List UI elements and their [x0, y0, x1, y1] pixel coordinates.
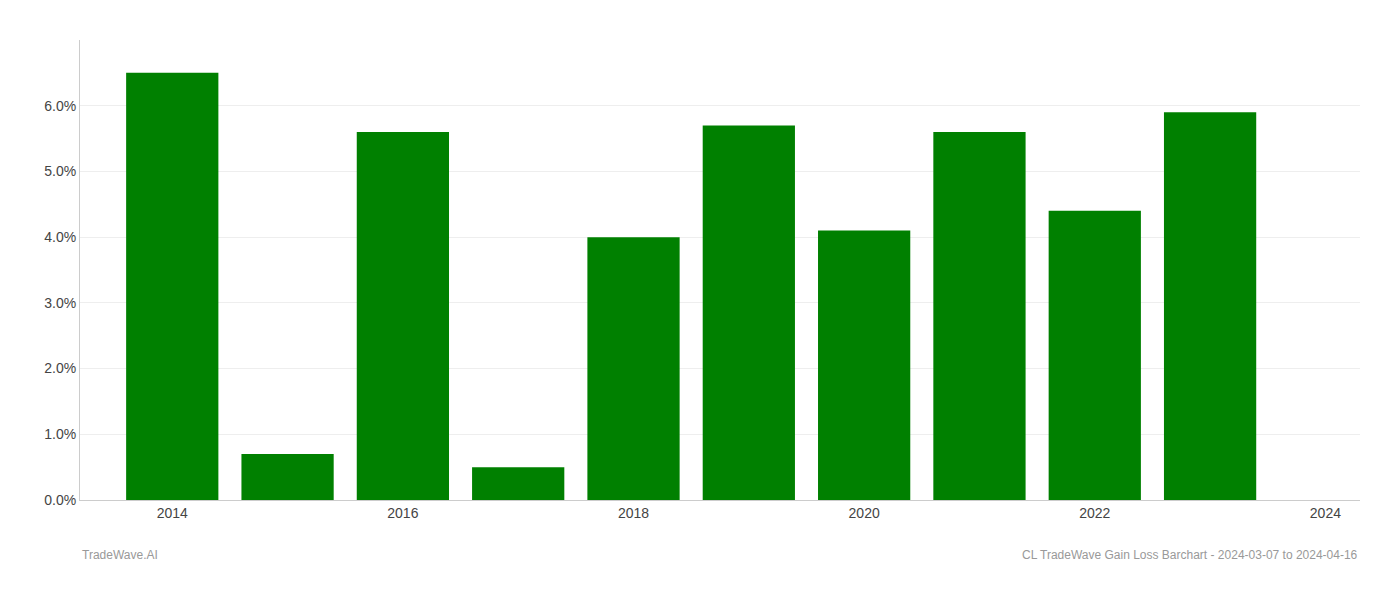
svg-text:2018: 2018: [618, 505, 649, 521]
svg-text:5.0%: 5.0%: [44, 163, 76, 179]
svg-text:2014: 2014: [157, 505, 188, 521]
svg-text:6.0%: 6.0%: [44, 98, 76, 114]
svg-text:4.0%: 4.0%: [44, 229, 76, 245]
svg-text:CL TradeWave Gain Loss Barchar: CL TradeWave Gain Loss Barchart - 2024-0…: [1022, 548, 1358, 562]
svg-text:2016: 2016: [387, 505, 418, 521]
svg-text:1.0%: 1.0%: [44, 426, 76, 442]
svg-text:2022: 2022: [1079, 505, 1110, 521]
svg-text:2024: 2024: [1310, 505, 1341, 521]
svg-text:2020: 2020: [849, 505, 880, 521]
svg-text:TradeWave.AI: TradeWave.AI: [82, 548, 158, 562]
svg-text:3.0%: 3.0%: [44, 295, 76, 311]
svg-text:2.0%: 2.0%: [44, 360, 76, 376]
svg-text:0.0%: 0.0%: [44, 492, 76, 508]
